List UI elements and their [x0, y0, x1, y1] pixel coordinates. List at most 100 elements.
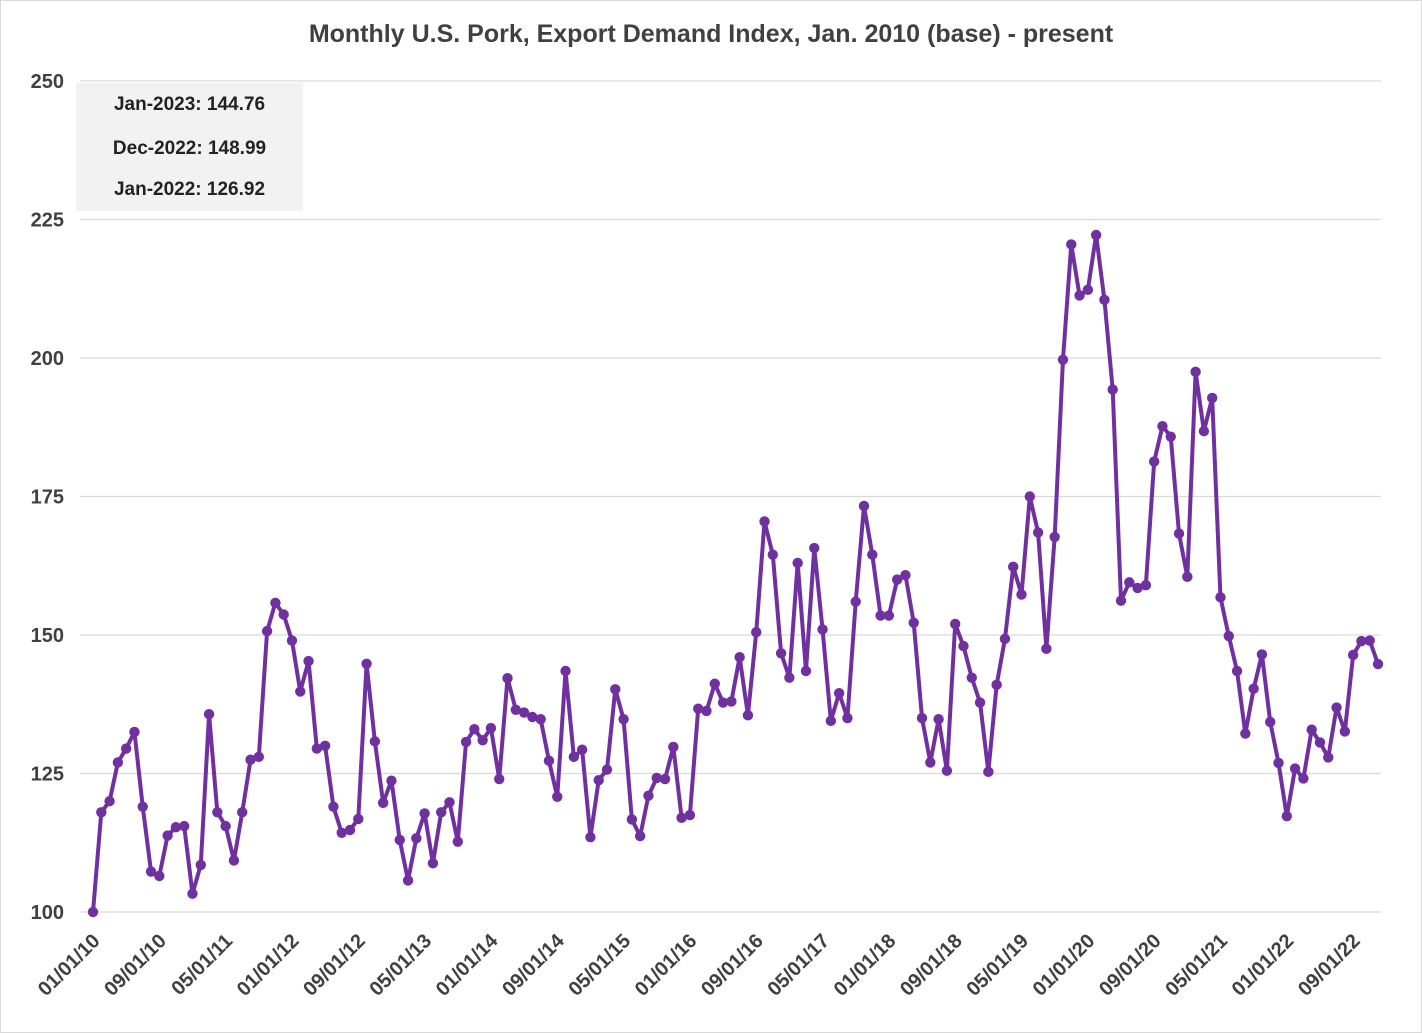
x-tick-label: 09/01/20: [1095, 930, 1166, 1001]
data-point: [717, 697, 729, 708]
data-point: [369, 736, 381, 747]
data-point: [1356, 635, 1367, 647]
x-tick-label: 01/01/12: [233, 930, 304, 1001]
data-point: [552, 791, 563, 802]
data-point: [875, 610, 886, 621]
data-point: [1231, 665, 1243, 677]
data-point: [237, 807, 248, 818]
x-tick-label: 09/01/14: [498, 929, 569, 1000]
data-point: [170, 822, 182, 833]
y-tick-label: 100: [31, 902, 64, 924]
data-point: [1066, 239, 1077, 250]
gridlines: [80, 80, 1381, 913]
data-point: [96, 807, 107, 818]
data-point: [419, 808, 430, 819]
data-point: [825, 715, 837, 727]
data-point: [535, 714, 546, 725]
data-point: [651, 772, 662, 784]
data-point: [1248, 683, 1259, 694]
data-point: [734, 651, 745, 663]
x-tick-label: 05/01/11: [167, 930, 237, 1000]
data-point: [626, 814, 638, 825]
data-point: [212, 807, 223, 818]
data-point: [618, 714, 629, 725]
data-point: [601, 764, 613, 775]
data-point: [1339, 726, 1351, 737]
data-point: [518, 707, 530, 718]
x-tick-label: 05/01/21: [1161, 930, 1232, 1001]
data-point: [1215, 592, 1226, 603]
x-tick-label: 01/01/16: [631, 930, 702, 1001]
data-point: [253, 751, 265, 763]
data-point: [386, 775, 397, 786]
data-point: [1124, 577, 1135, 588]
data-point: [145, 866, 157, 877]
data-point: [576, 744, 588, 755]
data-point: [477, 735, 488, 746]
data-point: [120, 743, 132, 754]
data-point: [1364, 635, 1375, 646]
x-tick-label: 05/01/13: [366, 930, 437, 1001]
data-point: [1057, 354, 1069, 365]
data-point: [668, 741, 679, 753]
data-point: [560, 665, 571, 677]
data-point: [659, 773, 671, 785]
data-point: [295, 686, 306, 697]
data-point: [1008, 561, 1019, 573]
annotation-dec-2022: Dec-2022: 148.99: [112, 138, 267, 159]
x-tick-label: 09/01/16: [697, 930, 768, 1001]
data-point: [1372, 658, 1384, 670]
data-point: [402, 875, 414, 886]
data-point: [833, 687, 845, 699]
y-tick-label: 250: [31, 71, 64, 93]
data-point: [610, 684, 621, 695]
data-point: [444, 797, 455, 808]
data-point: [344, 824, 356, 836]
data-point: [87, 906, 99, 918]
data-point: [1140, 579, 1152, 591]
data-point: [1206, 392, 1218, 404]
data-point: [1099, 294, 1110, 306]
data-point: [817, 624, 828, 635]
data-point: [1107, 384, 1118, 395]
data-point: [759, 516, 770, 527]
data-point: [1314, 737, 1326, 748]
data-point: [112, 757, 124, 768]
x-tick-label: 01/01/22: [1228, 930, 1299, 1001]
data-point: [842, 712, 853, 724]
data-point: [1049, 531, 1060, 543]
x-tick-label: 01/01/20: [1029, 930, 1100, 1001]
x-axis-ticks: 01/01/1009/01/1005/01/1101/01/1209/01/12…: [34, 929, 1365, 1000]
data-point: [162, 830, 173, 841]
data-point: [701, 705, 712, 717]
data-point: [941, 765, 953, 776]
data-point: [220, 820, 231, 832]
data-point: [809, 542, 820, 554]
data-point: [1016, 589, 1027, 600]
data-point: [543, 755, 555, 766]
data-point: [1148, 456, 1160, 467]
data-point: [336, 827, 347, 838]
data-point: [452, 836, 463, 847]
data-point: [377, 797, 389, 809]
data-point: [742, 710, 754, 721]
data-point: [900, 569, 911, 581]
data-point: [203, 709, 215, 720]
x-tick-label: 05/01/19: [962, 930, 1033, 1001]
data-point: [925, 757, 936, 768]
data-point: [1347, 649, 1359, 661]
data-point: [195, 859, 206, 871]
data-point: [1198, 425, 1210, 437]
data-point: [634, 830, 646, 842]
data-point: [1074, 290, 1085, 301]
data-point: [974, 697, 986, 708]
data-point: [933, 714, 944, 725]
data-point: [891, 574, 903, 585]
data-point: [958, 640, 969, 652]
data-point: [1190, 366, 1201, 378]
x-tick-label: 01/01/10: [34, 930, 105, 1001]
data-point: [593, 774, 604, 786]
data-point: [1273, 757, 1284, 769]
annotation-box: Jan-2023: 144.76 Dec-2022: 148.99 Jan-20…: [76, 83, 303, 211]
data-point: [1090, 229, 1102, 241]
